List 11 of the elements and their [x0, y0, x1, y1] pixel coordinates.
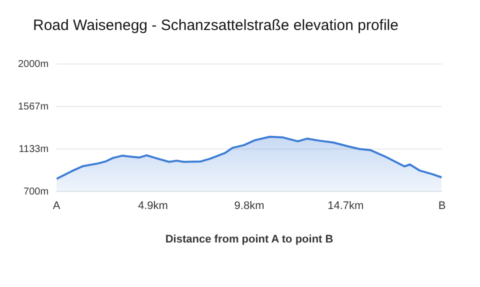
x-tick-label: B — [438, 200, 446, 212]
x-tick-label: 9.8km — [234, 200, 264, 212]
chart-title: Road Waisenegg - Schanzsattelstraße elevation profile — [33, 17, 398, 34]
x-tick-label: 14.7km — [328, 200, 364, 212]
y-tick-label: 700m — [24, 186, 49, 198]
y-tick-label: 1567m — [18, 101, 49, 112]
y-tick-label: 2000m — [18, 58, 49, 70]
x-tick-label: A — [52, 200, 61, 212]
y-tick-label: 1133m — [18, 144, 49, 155]
x-axis-title: Distance from point A to point B — [165, 233, 334, 246]
x-tick-label: 4.9km — [138, 200, 168, 212]
